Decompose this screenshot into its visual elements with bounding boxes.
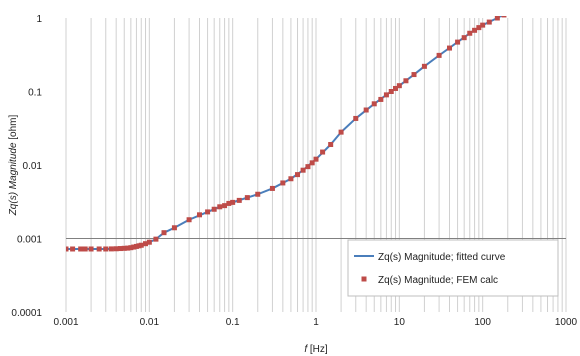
- fem-data-point: [393, 85, 399, 91]
- fem-data-point: [128, 245, 134, 251]
- fem-data-point: [269, 185, 275, 191]
- fem-data-point: [78, 246, 84, 252]
- fem-data-point: [217, 204, 223, 210]
- fem-data-point: [421, 63, 427, 69]
- fem-data-point: [338, 129, 344, 135]
- legend-label-fem: Zq(s) Magnitude; FEM calc: [378, 275, 498, 286]
- fem-data-point: [486, 19, 492, 25]
- fem-data-point: [125, 245, 131, 251]
- fitted-curve-line: [66, 16, 503, 250]
- fem-data-point: [255, 191, 261, 197]
- x-tick-label: 100: [474, 317, 491, 328]
- fem-data-point: [211, 206, 217, 212]
- x-tick-label: 1: [313, 317, 319, 328]
- legend-marker-swatch: [361, 276, 367, 282]
- fem-data-point: [153, 236, 159, 242]
- fem-data-point: [363, 107, 369, 113]
- x-axis-title: f [Hz]: [304, 344, 328, 355]
- fem-data-point: [171, 225, 177, 231]
- fem-data-point: [230, 199, 236, 205]
- fem-data-point: [138, 242, 144, 248]
- x-tick-labels: 0.001 0.01 0.1 1 10 100 1000: [53, 317, 577, 328]
- fem-data-point: [197, 212, 203, 218]
- x-tick-label: 10: [394, 317, 406, 328]
- fem-data-point: [411, 72, 417, 78]
- fem-data-point: [295, 172, 301, 178]
- y-axis-title-units: [ohm]: [8, 114, 19, 142]
- fem-data-point: [501, 16, 507, 18]
- fem-data-point: [309, 160, 315, 166]
- fem-data-point: [353, 115, 359, 121]
- legend: Zq(s) Magnitude; fitted curve Zq(s) Magn…: [347, 239, 559, 297]
- fem-data-point: [66, 246, 69, 252]
- fem-data-point: [494, 16, 500, 21]
- x-tick-label: 0.01: [140, 317, 160, 328]
- y-tick-label: 0.1: [28, 88, 42, 99]
- y-tick-label: 0.001: [17, 235, 42, 246]
- y-tick-label: 0.01: [23, 161, 43, 172]
- fem-data-point: [131, 244, 137, 250]
- fem-data-point: [300, 167, 306, 173]
- fem-data-point: [70, 246, 76, 252]
- fem-data-point: [480, 22, 486, 28]
- x-tick-label: 1000: [555, 317, 578, 328]
- fem-data-point: [476, 25, 482, 31]
- fem-data-point: [447, 45, 453, 51]
- fem-data-point: [383, 92, 389, 98]
- y-axis-title-italic: Zq(s) Magnitude: [8, 142, 19, 216]
- fem-data-point: [288, 176, 294, 182]
- y-tick-labels: 0.0001 0.001 0.01 0.1 1: [11, 14, 42, 319]
- fem-data-point: [205, 209, 211, 215]
- fem-data-point: [371, 101, 377, 107]
- fem-data-point: [161, 230, 167, 236]
- fem-data-point: [103, 246, 109, 252]
- fem-data-point: [436, 52, 442, 58]
- y-tick-label: 0.0001: [11, 308, 42, 319]
- fem-data-point: [378, 96, 384, 102]
- plot-area: [66, 16, 507, 252]
- fem-data-point: [113, 246, 119, 252]
- x-axis-title-italic: f: [304, 344, 308, 355]
- fem-data-point: [467, 30, 473, 36]
- fem-data-point: [280, 180, 286, 186]
- fem-data-point: [472, 27, 478, 33]
- fem-data-point: [388, 89, 394, 94]
- fem-data-point: [461, 35, 467, 41]
- fem-data-point: [313, 156, 319, 162]
- fem-data-point: [121, 245, 127, 251]
- fem-data-point: [117, 246, 123, 252]
- fem-data-point: [328, 142, 334, 148]
- fem-data-point: [396, 83, 402, 89]
- legend-box: [347, 239, 559, 297]
- fem-data-point: [236, 197, 242, 203]
- x-axis-title-units: [Hz]: [307, 344, 328, 355]
- fem-data-point: [226, 200, 232, 206]
- x-tick-label: 0.001: [53, 317, 78, 328]
- fem-data-point: [82, 246, 88, 252]
- fem-data-point: [403, 78, 409, 84]
- y-tick-label: 1: [36, 14, 42, 25]
- fem-data-point: [96, 246, 102, 252]
- y-axis-title: Zq(s) Magnitude [ohm]: [8, 114, 19, 216]
- fem-data-point: [305, 164, 311, 170]
- fem-data-point: [186, 217, 192, 223]
- x-tick-label: 0.1: [226, 317, 240, 328]
- fem-data-point: [244, 195, 250, 201]
- legend-label-fitted: Zq(s) Magnitude; fitted curve: [378, 252, 506, 263]
- fem-data-point: [108, 246, 114, 252]
- fem-data-point: [143, 241, 149, 247]
- fem-data-point: [320, 149, 326, 155]
- fem-data-point: [146, 239, 152, 245]
- fem-data-point: [455, 39, 461, 45]
- fem-data-point: [222, 203, 228, 209]
- fem-data-point: [88, 246, 94, 252]
